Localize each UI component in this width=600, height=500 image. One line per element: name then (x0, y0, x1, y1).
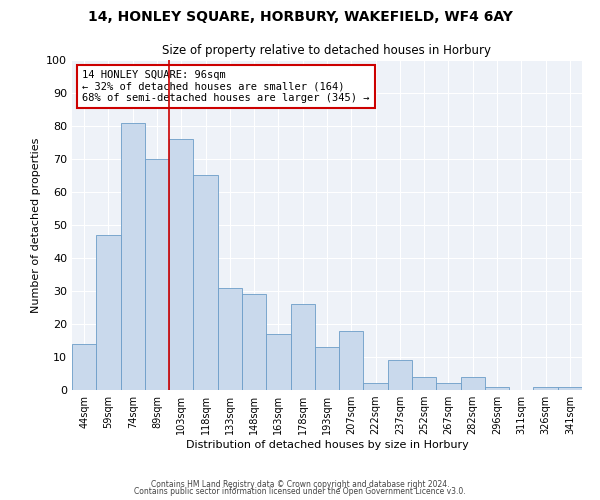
Bar (218, 288, 242, 390)
Bar (436, 384, 461, 390)
Bar (72, 344, 96, 390)
Bar (193, 176, 218, 390)
Bar (145, 159, 169, 390)
Bar (461, 377, 485, 390)
Bar (315, 347, 339, 390)
Bar (339, 330, 364, 390)
Bar (266, 334, 290, 390)
Bar (558, 386, 582, 390)
Bar (290, 304, 315, 390)
Text: 14, HONLEY SQUARE, HORBURY, WAKEFIELD, WF4 6AY: 14, HONLEY SQUARE, HORBURY, WAKEFIELD, W… (88, 10, 512, 24)
Text: Contains public sector information licensed under the Open Government Licence v3: Contains public sector information licen… (134, 487, 466, 496)
X-axis label: Distribution of detached houses by size in Horbury: Distribution of detached houses by size … (185, 440, 469, 450)
Bar (364, 384, 388, 390)
Bar (242, 294, 266, 390)
Text: Contains HM Land Registry data © Crown copyright and database right 2024.: Contains HM Land Registry data © Crown c… (151, 480, 449, 489)
Bar (485, 386, 509, 390)
Bar (388, 360, 412, 390)
Title: Size of property relative to detached houses in Horbury: Size of property relative to detached ho… (163, 44, 491, 58)
Y-axis label: Number of detached properties: Number of detached properties (31, 138, 41, 312)
Text: 14 HONLEY SQUARE: 96sqm
← 32% of detached houses are smaller (164)
68% of semi-d: 14 HONLEY SQUARE: 96sqm ← 32% of detache… (82, 70, 370, 103)
Bar (96, 235, 121, 390)
Bar (412, 377, 436, 390)
Bar (169, 139, 193, 390)
Bar (121, 122, 145, 390)
Bar (533, 386, 558, 390)
